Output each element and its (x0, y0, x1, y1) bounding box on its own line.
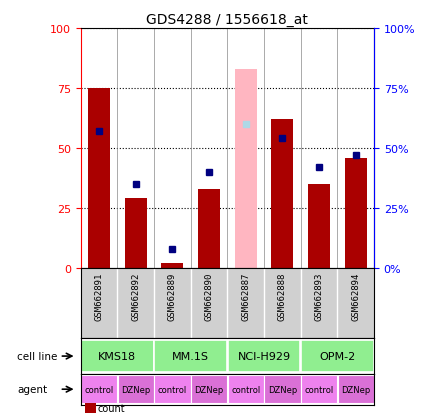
Bar (125, 199, 147, 268)
Text: KMS18: KMS18 (98, 351, 136, 361)
Bar (264, 375, 300, 404)
Bar (337, 375, 374, 404)
Bar (154, 340, 227, 373)
Text: control: control (304, 385, 334, 394)
Text: control: control (158, 385, 187, 394)
Text: count: count (98, 404, 125, 413)
Text: cell line: cell line (17, 351, 57, 361)
Bar (154, 375, 190, 404)
Bar (118, 375, 154, 404)
Text: DZNep: DZNep (194, 385, 224, 394)
Bar (227, 375, 264, 404)
Text: NCI-H929: NCI-H929 (238, 351, 291, 361)
Text: GSM662889: GSM662889 (168, 272, 177, 320)
Bar (88, 89, 110, 268)
Text: GSM662887: GSM662887 (241, 272, 250, 320)
Bar (301, 340, 374, 373)
Text: DZNep: DZNep (341, 385, 370, 394)
Bar (345, 158, 367, 268)
Text: GSM662893: GSM662893 (314, 272, 323, 320)
Bar (235, 70, 257, 268)
Bar (81, 340, 154, 373)
Text: GSM662890: GSM662890 (204, 272, 213, 320)
Bar (308, 185, 330, 268)
Bar (162, 263, 183, 268)
Text: MM.1S: MM.1S (172, 351, 209, 361)
Text: GSM662894: GSM662894 (351, 272, 360, 320)
Text: DZNep: DZNep (268, 385, 297, 394)
Title: GDS4288 / 1556618_at: GDS4288 / 1556618_at (147, 12, 308, 26)
Bar (191, 375, 227, 404)
Text: agent: agent (17, 384, 47, 394)
Bar (228, 340, 300, 373)
Text: control: control (231, 385, 261, 394)
Bar (271, 120, 293, 268)
Text: GSM662891: GSM662891 (95, 272, 104, 320)
Text: GSM662892: GSM662892 (131, 272, 140, 320)
Text: GSM662888: GSM662888 (278, 272, 287, 320)
Text: control: control (85, 385, 114, 394)
Text: OPM-2: OPM-2 (319, 351, 355, 361)
Bar (81, 375, 117, 404)
Bar (198, 190, 220, 268)
Text: DZNep: DZNep (121, 385, 150, 394)
Bar (301, 375, 337, 404)
